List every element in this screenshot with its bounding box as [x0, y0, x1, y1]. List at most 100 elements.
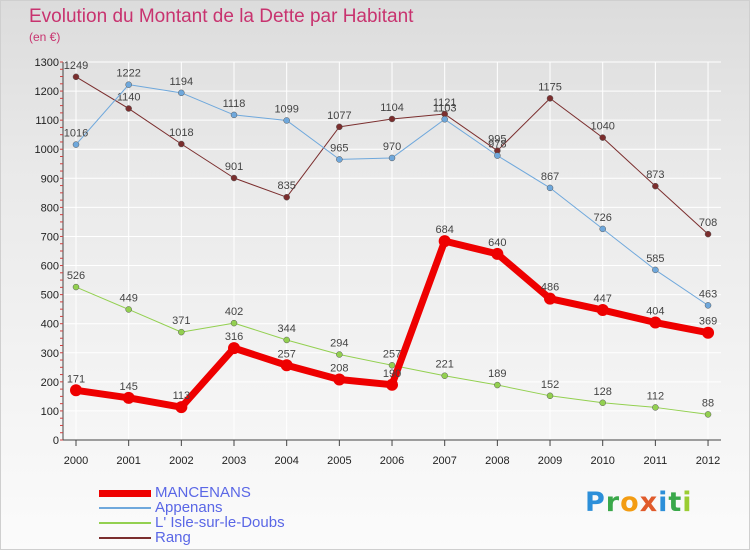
y-tick-label: 700 [41, 231, 59, 243]
data-point [228, 342, 241, 355]
y-tick-label: 300 [41, 348, 59, 360]
data-point [125, 105, 132, 112]
data-point [72, 283, 80, 291]
data-point [438, 235, 451, 248]
data-point [283, 117, 290, 124]
data-label: 145 [119, 381, 137, 393]
logo-letter: P [585, 487, 606, 518]
data-point [178, 89, 185, 97]
data-label: 189 [488, 368, 506, 380]
data-label: 1016 [64, 128, 88, 140]
data-label: 404 [646, 306, 664, 318]
x-tick-label: 2002 [169, 455, 193, 467]
proxiti-logo: Proxiti [585, 487, 693, 518]
logo-letter: r [605, 487, 621, 518]
x-tick-label: 2004 [274, 455, 298, 467]
data-label: 171 [67, 373, 85, 385]
data-point [441, 116, 448, 123]
legend-label: L' Isle-sur-le-Doubs [155, 514, 285, 531]
data-point [544, 292, 557, 305]
data-label: 726 [594, 212, 612, 224]
data-label: 901 [225, 161, 243, 173]
data-point [704, 302, 712, 309]
data-point [596, 304, 609, 317]
data-label: 1077 [327, 110, 351, 122]
data-point [333, 373, 346, 386]
data-point [175, 401, 188, 414]
y-tick-label: 900 [41, 173, 59, 185]
chart-title: Evolution du Montant de la Dette par Hab… [29, 6, 414, 27]
logo-letter: i [682, 487, 693, 518]
data-point [125, 81, 132, 88]
data-label: 995 [488, 134, 506, 146]
x-tick-label: 2003 [222, 455, 246, 467]
data-label: 128 [594, 386, 612, 398]
data-point [704, 230, 712, 238]
y-tick-label: 400 [41, 319, 59, 331]
data-label: 344 [278, 323, 296, 335]
data-point [599, 225, 606, 233]
logo-letter: o [620, 487, 640, 518]
data-point [652, 266, 659, 274]
data-label: 965 [330, 142, 348, 154]
data-point [494, 381, 501, 389]
data-label: 1175 [538, 81, 562, 93]
data-label: 221 [436, 359, 454, 371]
data-point [546, 184, 554, 192]
data-label: 208 [330, 363, 348, 375]
data-label: 486 [541, 282, 559, 294]
logo-letter: i [658, 487, 669, 518]
legend-label: Appenans [155, 499, 223, 516]
data-label: 113 [173, 390, 191, 402]
data-label: 1018 [169, 127, 193, 139]
data-label: 1118 [223, 98, 246, 110]
data-point [178, 140, 185, 148]
logo-letter: t [668, 487, 683, 518]
data-label: 1222 [116, 68, 140, 80]
data-label: 112 [647, 390, 665, 402]
line-chart: 0 100 200 300 400 500 600 700 800 900 1000 1100 1200… [35, 57, 721, 467]
data-point [388, 154, 396, 162]
data-label: 640 [488, 237, 506, 249]
data-label: 371 [172, 315, 190, 327]
x-tick-label: 2000 [64, 455, 88, 467]
x-tick-label: 2012 [696, 455, 720, 467]
y-tick-label: 500 [41, 290, 59, 302]
data-point [70, 384, 82, 397]
data-point [704, 411, 712, 418]
data-point [491, 247, 504, 260]
x-tick-label: 2009 [538, 455, 562, 467]
data-label: 873 [646, 169, 664, 181]
data-label: 1099 [274, 103, 298, 115]
x-tick-label: 2005 [327, 455, 351, 467]
legend-swatch [99, 507, 151, 509]
data-point [599, 134, 606, 141]
data-label: 684 [436, 224, 454, 236]
data-point [494, 152, 501, 159]
data-point [72, 73, 80, 81]
data-point [336, 351, 343, 358]
legend-swatch [99, 522, 151, 524]
x-tick-label: 2008 [485, 455, 509, 467]
data-label: 190 [383, 368, 401, 380]
data-label: 88 [702, 397, 714, 409]
data-label: 316 [225, 331, 243, 343]
data-point [230, 174, 238, 182]
data-label: 1194 [170, 76, 194, 88]
data-point [388, 115, 396, 123]
y-tick-label: 800 [41, 202, 59, 214]
data-label: 447 [594, 293, 612, 305]
data-label: 294 [330, 338, 348, 350]
data-point [122, 391, 135, 404]
data-point [386, 378, 399, 391]
data-point [230, 111, 238, 119]
logo-letter: x [639, 487, 659, 518]
data-point [72, 141, 80, 148]
data-label: 1103 [433, 102, 457, 114]
legend-label: MANCENANS [155, 484, 251, 501]
legend-swatch [99, 537, 151, 539]
data-point [336, 156, 343, 163]
data-label: 1040 [590, 121, 614, 133]
data-label: 970 [383, 141, 401, 153]
data-point [441, 372, 448, 379]
